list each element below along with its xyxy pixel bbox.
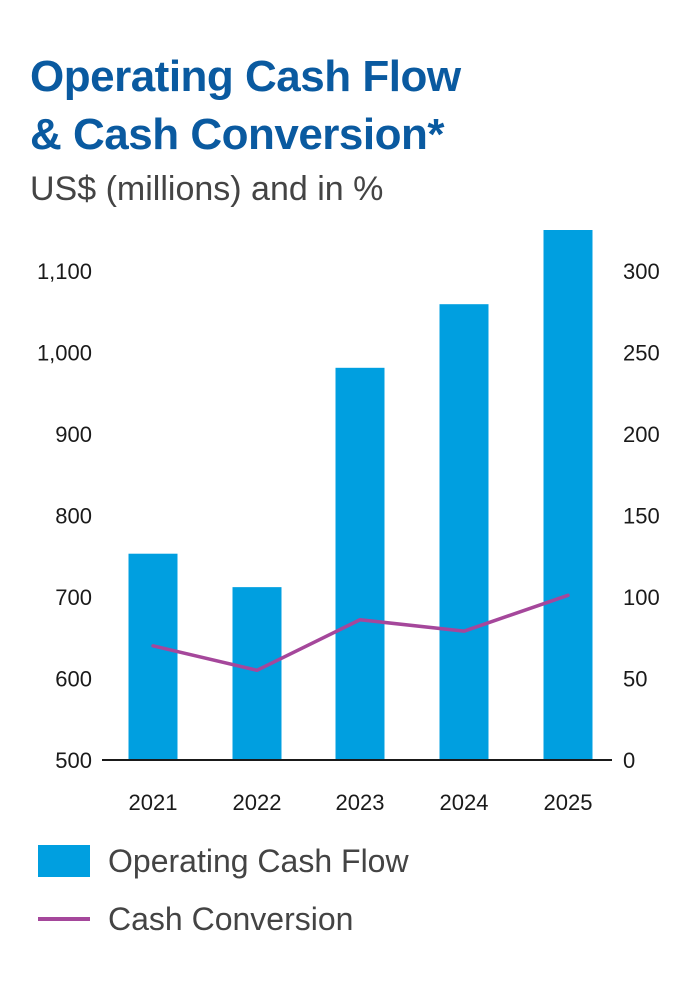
legend-line-swatch	[38, 917, 90, 921]
legend-label-operating-cash-flow: Operating Cash Flow	[108, 842, 409, 879]
title-line-2: & Cash Conversion*	[30, 106, 461, 164]
right-tick-label: 150	[623, 503, 660, 528]
x-tick-label: 2022	[233, 790, 282, 815]
cash-conversion-line	[151, 593, 570, 673]
right-axis-ticks: 0 50 100 150 200 250 300	[623, 259, 660, 773]
left-axis-ticks: 500 600 700 800 900 1,000 1,100	[37, 259, 92, 773]
x-tick-label: 2021	[129, 790, 178, 815]
x-tick-label: 2024	[440, 790, 489, 815]
chart-title: Operating Cash Flow & Cash Conversion*	[30, 48, 461, 164]
left-tick-label: 600	[55, 666, 92, 691]
x-tick-label: 2023	[336, 790, 385, 815]
title-line-2-text: & Cash Conversion	[30, 110, 428, 159]
right-tick-label: 0	[623, 748, 635, 773]
chart-area: 500 600 700 800 900 1,000 1,100 0 50 100 150 200 25…	[37, 230, 660, 815]
left-tick-label: 900	[55, 422, 92, 447]
right-tick-label: 300	[623, 259, 660, 284]
bar-series	[128, 230, 593, 761]
x-tick-label: 2025	[544, 790, 593, 815]
left-tick-label: 700	[55, 585, 92, 610]
right-tick-label: 100	[623, 585, 660, 610]
bar-2022	[232, 587, 282, 760]
title-asterisk: *	[427, 110, 444, 159]
left-tick-label: 800	[55, 503, 92, 528]
legend-bar-swatch	[38, 845, 90, 877]
title-line-1: Operating Cash Flow	[30, 52, 461, 101]
x-axis-ticks: 2021 2022 2023 2024 2025	[129, 790, 593, 815]
legend: Operating Cash Flow Cash Conversion	[38, 832, 409, 948]
bar-2021	[128, 553, 178, 760]
legend-label-cash-conversion: Cash Conversion	[108, 900, 354, 937]
right-tick-label: 200	[623, 422, 660, 447]
bar-2024	[439, 304, 489, 760]
bar-2023	[335, 367, 385, 760]
left-tick-label: 500	[55, 748, 92, 773]
legend-item-operating-cash-flow: Operating Cash Flow	[38, 832, 409, 890]
left-tick-label: 1,000	[37, 340, 92, 365]
right-tick-label: 250	[623, 340, 660, 365]
legend-item-cash-conversion: Cash Conversion	[38, 890, 409, 948]
bar-2025	[543, 230, 593, 761]
right-tick-label: 50	[623, 666, 647, 691]
chart-subtitle: US$ (millions) and in %	[30, 170, 384, 208]
left-tick-label: 1,100	[37, 259, 92, 284]
